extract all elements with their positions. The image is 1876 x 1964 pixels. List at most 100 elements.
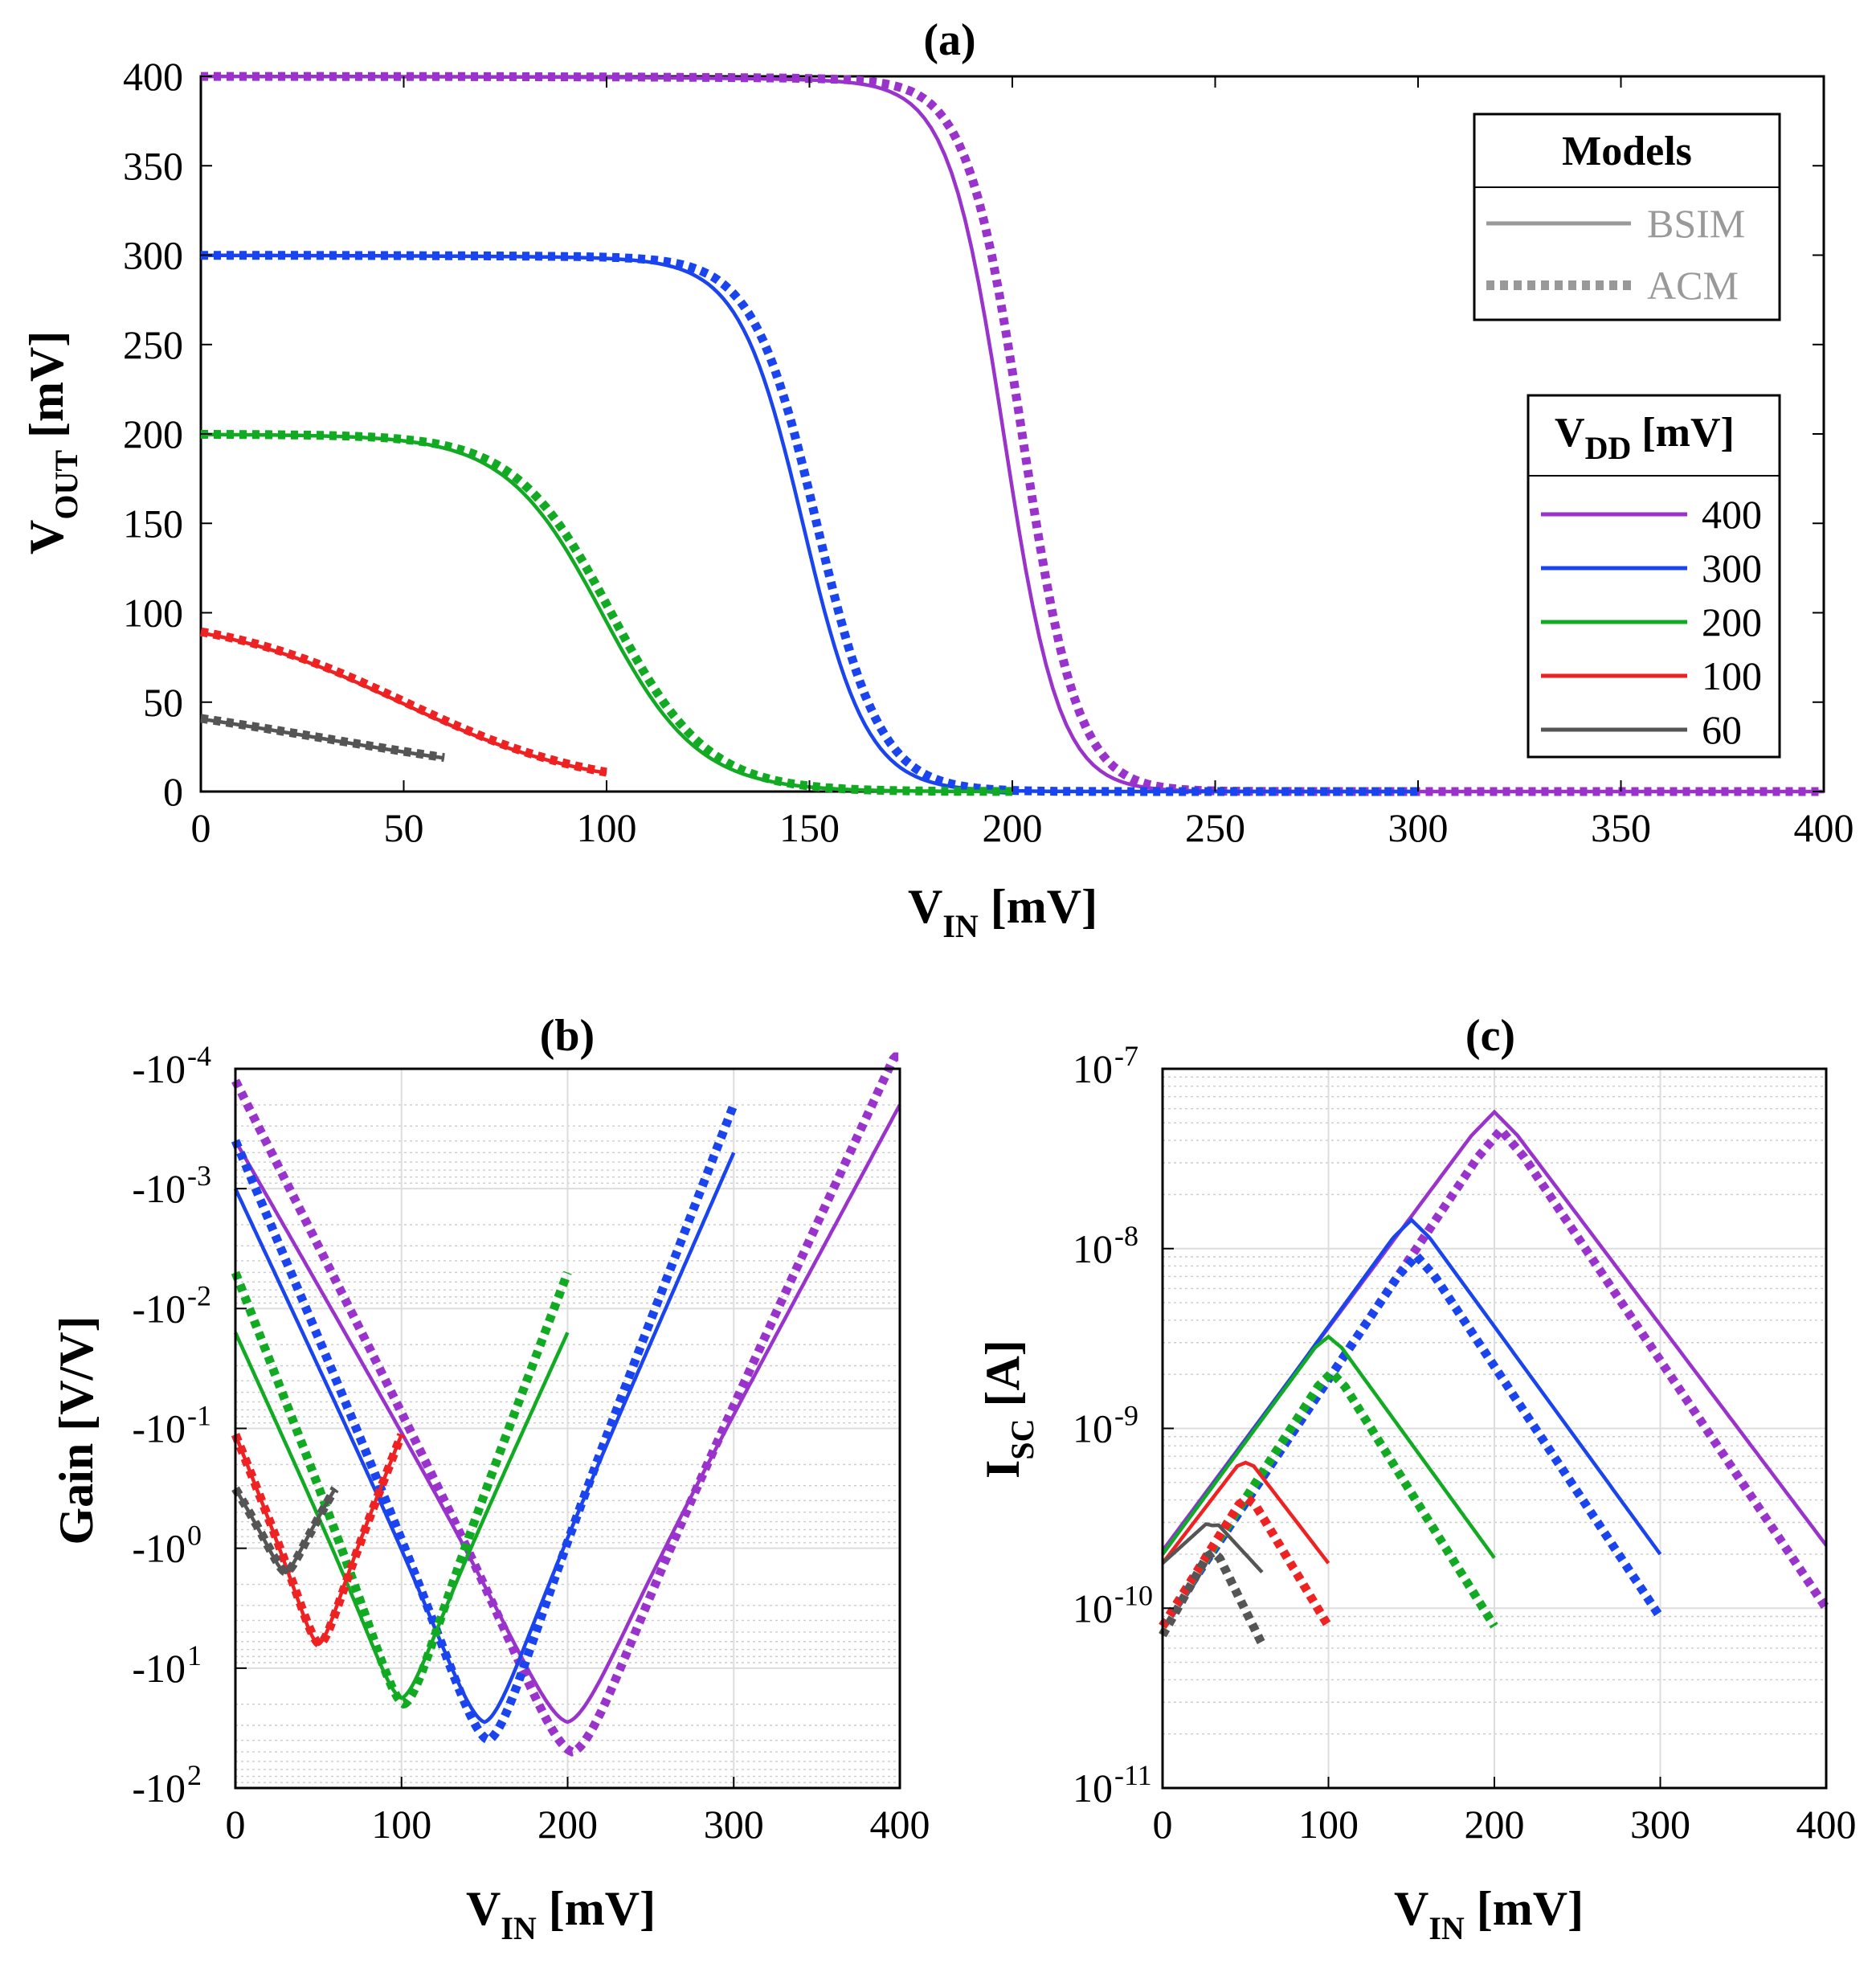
panel-b-ytick-label: -10	[132, 1406, 186, 1451]
panel-c-ylabel: ISC [A]	[976, 1340, 1040, 1479]
panel-b-xtick-label: 200	[537, 1802, 598, 1847]
vtc-acm-300	[201, 251, 1418, 796]
isc-acm-100	[1159, 1492, 1333, 1629]
panel-a-curves	[199, 72, 1824, 796]
panel-c-ytick-exponent: -11	[1114, 1759, 1152, 1791]
panel-b-xtick-label: 400	[870, 1802, 930, 1847]
panel-c: (c) 0 100 200 300 40010-1110-1010-910-810-7 …	[976, 1011, 1857, 1946]
legend-bsim-label: BSIM	[1647, 201, 1745, 246]
panel-b-ytick-exponent: 1	[187, 1639, 202, 1671]
panel-a-ticks: 0 50 100 150 200 250 300 350 400 0 50 100 150 200 250 3…	[123, 54, 1854, 850]
panel-c-ytick-exponent: -9	[1114, 1400, 1138, 1432]
panel-a-xtick-label: 0	[191, 805, 211, 850]
panel-c-xtick-label: 0	[1153, 1802, 1173, 1847]
panel-c-title: (c)	[1465, 1011, 1515, 1061]
panel-b-ytick-exponent: -4	[187, 1040, 211, 1072]
panel-b-xtick-label: 100	[371, 1802, 431, 1847]
panel-a-xtick-label: 200	[983, 805, 1043, 850]
legend-vdd-label-100: 100	[1702, 653, 1762, 698]
gain-bsim-300	[233, 1152, 736, 1725]
panel-b-title: (b)	[540, 1011, 595, 1061]
panel-b-ticks: 0 100 200 300 400-10 -4-10 -3-10 -2-10 -1-10 0-10…	[132, 1040, 930, 1847]
panel-c-ytick-exponent: -7	[1114, 1040, 1138, 1072]
isc-acm-300	[1159, 1249, 1665, 1629]
legend-models: Models BSIM ACM	[1473, 113, 1781, 321]
panel-c-grid	[1162, 1068, 1827, 1789]
legend-vdd-label-400: 400	[1702, 492, 1762, 537]
panel-c-xtick-label: 400	[1796, 1802, 1857, 1847]
legend-vdd: VDD [mV] 400 300 200 100 60	[1527, 394, 1781, 759]
gain-acm-400	[231, 1052, 900, 1757]
panel-a-ytick-label: 350	[123, 143, 183, 188]
panel-a-ytick-label: 0	[163, 769, 183, 814]
panel-a-ytick-label: 150	[123, 501, 183, 546]
panel-a-xtick-label: 50	[384, 805, 424, 850]
panel-b-ytick-label: -10	[132, 1766, 186, 1811]
panel-b-ytick-label: -10	[132, 1526, 186, 1571]
panel-c-ytick-label: 10	[1073, 1226, 1113, 1271]
panel-c-ytick-label: 10	[1073, 1586, 1113, 1631]
panel-c-ytick-label: 10	[1073, 1766, 1113, 1811]
vtc-bsim-60	[200, 717, 445, 760]
panel-b-ytick-label: -10	[132, 1166, 186, 1211]
vtc-bsim-200	[201, 432, 1012, 794]
panel-c-xtick-label: 300	[1630, 1802, 1690, 1847]
panel-a-ytick-label: 50	[143, 680, 183, 725]
panel-a-xtick-label: 350	[1591, 805, 1651, 850]
gain-bsim-60	[234, 1487, 337, 1574]
legend-acm-label: ACM	[1647, 263, 1739, 308]
isc-bsim-200	[1161, 1334, 1496, 1559]
legend-vdd-label-200: 200	[1702, 599, 1762, 644]
legend-vdd-label-300: 300	[1702, 546, 1762, 591]
panel-b-xtick-label: 0	[226, 1802, 246, 1847]
panel-a-xtick-label: 100	[577, 805, 637, 850]
panel-b-ytick-exponent: -2	[187, 1279, 211, 1311]
legend-models-title: Models	[1562, 129, 1692, 174]
panel-b-curves	[231, 1052, 901, 1757]
panel-b-ytick-exponent: -1	[187, 1400, 211, 1432]
panel-c-ytick-label: 10	[1073, 1406, 1113, 1451]
isc-bsim-60	[1161, 1522, 1264, 1573]
isc-acm-60	[1159, 1547, 1266, 1647]
panel-c-xtick-label: 100	[1298, 1802, 1359, 1847]
panel-a-title: (a)	[923, 15, 975, 65]
panel-a-ylabel: VOUT [mV]	[20, 331, 84, 554]
legend-vdd-title: VDD [mV]	[1555, 410, 1735, 466]
panel-c-curves	[1159, 1109, 1830, 1647]
panel-b-ylabel: Gain [V/V]	[50, 1316, 103, 1545]
gain-bsim-200	[233, 1332, 570, 1700]
panel-c-ytick-label: 10	[1073, 1046, 1113, 1091]
panel-a-xtick-label: 300	[1388, 805, 1449, 850]
panel-a-ytick-label: 100	[123, 591, 183, 636]
panel-b-xtick-label: 300	[704, 1802, 764, 1847]
panel-a-xlabel: VIN [mV]	[908, 880, 1097, 944]
gain-bsim-100	[233, 1434, 403, 1647]
legend-vdd-label-60: 60	[1702, 707, 1742, 752]
panel-c-xlabel: VIN [mV]	[1394, 1882, 1584, 1946]
panel-c-ytick-exponent: -8	[1114, 1220, 1138, 1252]
vtc-bsim-300	[201, 253, 1418, 794]
vtc-bsim-100	[200, 631, 607, 775]
panel-b-ytick-exponent: 0	[187, 1520, 202, 1552]
panel-a-xtick-label: 250	[1185, 805, 1245, 850]
panel-a-ytick-label: 400	[123, 54, 183, 99]
panel-a-xtick-label: 150	[779, 805, 840, 850]
panel-c-xtick-label: 200	[1465, 1802, 1525, 1847]
panel-a-ytick-label: 250	[123, 322, 183, 367]
panel-b-ytick-label: -10	[132, 1046, 186, 1091]
isc-acm-200	[1159, 1366, 1498, 1629]
panel-b: (b) 0 100 200 300 400-10 -4-10 -3-10 -2-10 -1-10…	[50, 1011, 930, 1946]
panel-c-ytick-exponent: -10	[1114, 1579, 1153, 1611]
gain-acm-300	[231, 1103, 738, 1745]
panel-b-xlabel: VIN [mV]	[466, 1882, 656, 1946]
vtc-bsim-400	[201, 74, 1824, 794]
isc-bsim-100	[1161, 1460, 1330, 1565]
panel-b-ytick-exponent: -3	[187, 1160, 211, 1192]
panel-a: (a) 0 50 100 150 200 250 300 350 400 0 50 100 150 200…	[20, 15, 1854, 944]
gain-bsim-400	[234, 1103, 901, 1725]
panel-a-ytick-label: 200	[123, 411, 183, 456]
panel-b-ytick-label: -10	[132, 1286, 186, 1331]
panel-a-xtick-label: 400	[1794, 805, 1854, 850]
